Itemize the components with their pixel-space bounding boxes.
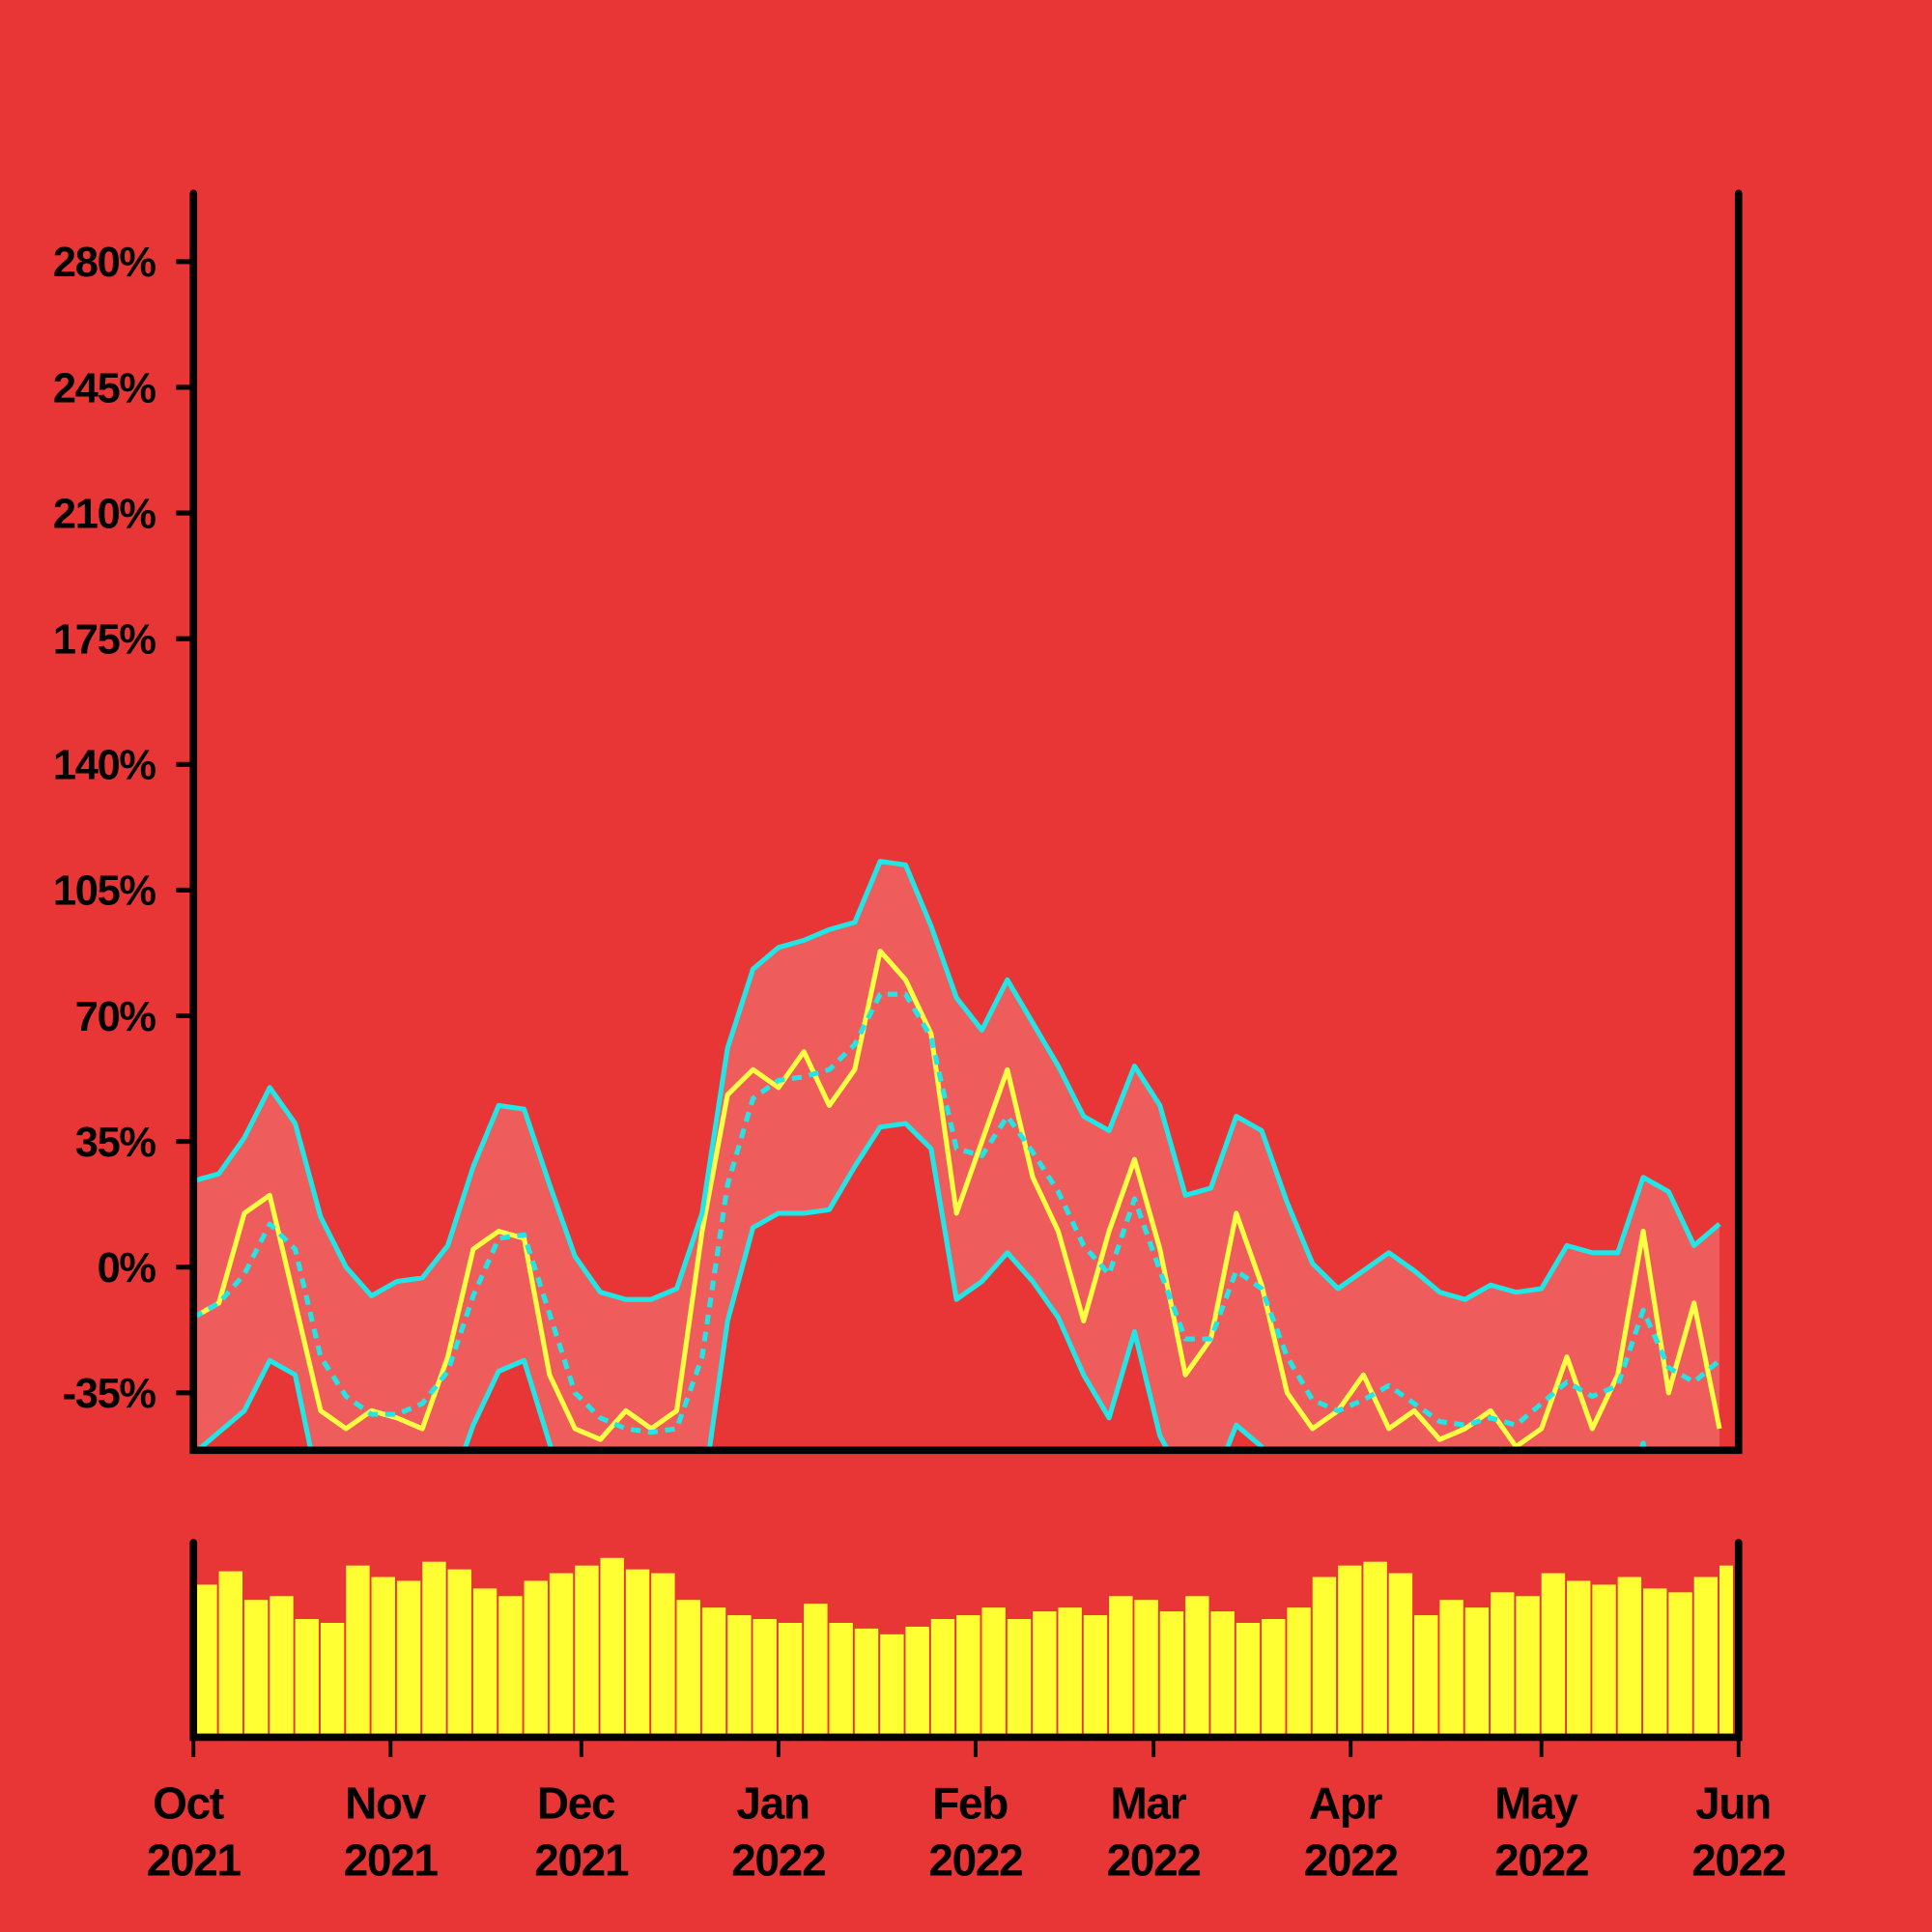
y-tick-label: 245% xyxy=(53,365,156,412)
volume-bar xyxy=(1287,1607,1311,1734)
y-tick-label: -35% xyxy=(63,1371,156,1417)
volume-bar xyxy=(1159,1611,1184,1734)
volume-bar xyxy=(804,1604,828,1734)
volume-bar xyxy=(1491,1592,1515,1734)
x-tick-label: May 2022 xyxy=(1494,1778,1588,1886)
y-tick-label: 140% xyxy=(53,743,156,789)
volume-bar xyxy=(753,1619,777,1734)
volume-bar xyxy=(1567,1580,1591,1734)
volume-bar xyxy=(346,1565,370,1734)
price-line xyxy=(193,949,1722,1450)
volume-bar xyxy=(575,1565,599,1734)
volume-bar xyxy=(905,1626,929,1734)
volume-bar xyxy=(676,1600,700,1734)
x-tick-label: Jan 2022 xyxy=(731,1778,825,1886)
volume-bar xyxy=(549,1573,574,1734)
volume-bar xyxy=(930,1619,955,1734)
volume-bar xyxy=(1338,1565,1362,1734)
volume-bar xyxy=(1592,1584,1616,1734)
volume-bar xyxy=(422,1561,446,1734)
y-tick-label: 35% xyxy=(75,1120,156,1166)
band-line xyxy=(193,1121,1648,1451)
volume-bar xyxy=(1083,1615,1108,1734)
volume-bar xyxy=(727,1615,752,1734)
volume-bar xyxy=(1693,1577,1719,1734)
x-tick-label: Dec 2021 xyxy=(534,1778,629,1886)
band-line xyxy=(193,859,1721,1302)
volume-bar xyxy=(1516,1596,1540,1734)
volume-bar xyxy=(524,1580,548,1734)
volume-bar xyxy=(1312,1577,1337,1734)
volume-bar xyxy=(1134,1600,1158,1734)
volume-bar xyxy=(1719,1565,1734,1734)
x-tick-label: Feb 2022 xyxy=(928,1778,1022,1886)
volume-plot xyxy=(193,1557,1734,1734)
y-tick-label: 70% xyxy=(75,994,156,1040)
volume-bar xyxy=(880,1634,904,1734)
volume-bar xyxy=(472,1588,497,1734)
y-tick-label: 175% xyxy=(53,616,156,663)
y-tick-label: 105% xyxy=(53,868,156,915)
x-tick-label: Mar 2022 xyxy=(1107,1778,1201,1886)
volume-bar xyxy=(956,1615,980,1734)
axes: -35% 0% 35% 70% 105% 140% 175% 210% 245% 280% Oct … xyxy=(53,189,1787,1886)
volume-bar xyxy=(1210,1611,1235,1734)
volume-bar xyxy=(1439,1600,1463,1734)
volume-bar xyxy=(1007,1619,1032,1734)
volume-bar xyxy=(396,1580,421,1734)
volume-bar xyxy=(218,1571,242,1734)
volume-bar xyxy=(600,1557,624,1734)
volume-bar xyxy=(193,1584,217,1734)
volume-frame xyxy=(189,1539,1743,1742)
volume-bar xyxy=(295,1619,319,1734)
volume-bar xyxy=(981,1607,1006,1734)
y-tick-label: 0% xyxy=(98,1245,156,1292)
volume-bar xyxy=(778,1622,803,1734)
volume-bar xyxy=(1414,1615,1438,1734)
volume-bar xyxy=(270,1596,294,1734)
volume-bar xyxy=(1617,1577,1642,1734)
x-tick-label: Oct 2021 xyxy=(147,1778,242,1886)
volume-bar xyxy=(854,1628,879,1734)
band-line xyxy=(193,991,1721,1435)
volume-bar xyxy=(1058,1607,1082,1734)
volume-bar xyxy=(243,1600,269,1734)
volume-bar xyxy=(1541,1573,1566,1734)
x-tick-label: Apr 2022 xyxy=(1304,1778,1398,1886)
volume-bar xyxy=(447,1569,471,1734)
volume-bar xyxy=(1464,1607,1490,1734)
volume-bar xyxy=(701,1607,726,1734)
price-plot xyxy=(193,859,1722,1451)
x-tick-label: Jun 2022 xyxy=(1691,1778,1785,1886)
x-tick-label: Nov 2021 xyxy=(344,1778,439,1886)
volume-bar xyxy=(625,1569,650,1734)
volume-bar xyxy=(1109,1596,1133,1734)
y-tick-label: 210% xyxy=(53,491,156,537)
volume-bar xyxy=(829,1622,853,1734)
volume-bar xyxy=(1185,1596,1209,1734)
volume-bar xyxy=(651,1573,675,1734)
band-fill xyxy=(193,861,1719,1451)
volume-bar xyxy=(1388,1573,1413,1734)
volume-bar xyxy=(320,1622,345,1734)
volume-bar xyxy=(498,1596,523,1734)
volume-bar xyxy=(1668,1592,1692,1734)
volume-bar xyxy=(1643,1588,1667,1734)
price-frame xyxy=(189,189,1743,1455)
volume-bar xyxy=(1236,1622,1261,1734)
volume-bar xyxy=(1262,1619,1286,1734)
y-tick-label: 280% xyxy=(53,240,156,286)
volume-bar xyxy=(1363,1561,1387,1734)
volume-bar xyxy=(371,1577,395,1734)
volume-bar xyxy=(1033,1611,1057,1734)
